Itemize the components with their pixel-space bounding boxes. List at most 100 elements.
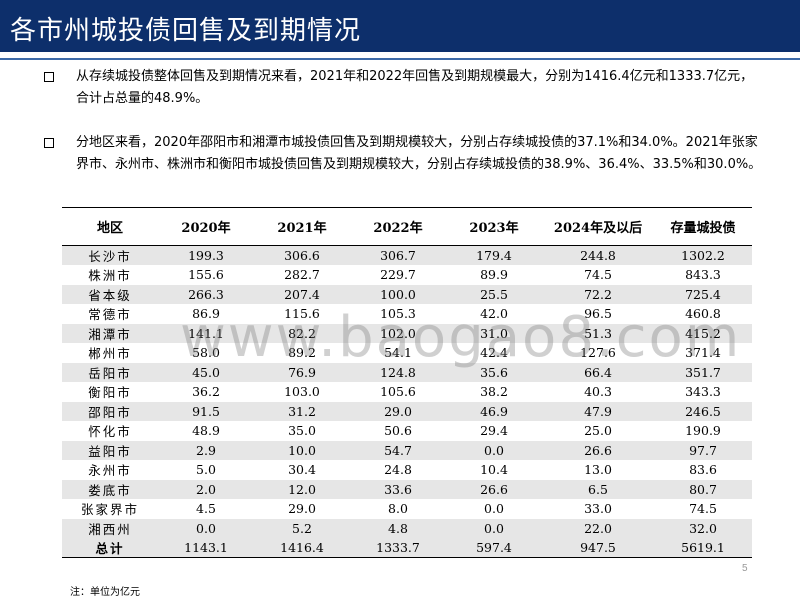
header-gap xyxy=(0,52,800,58)
table-cell-value: 0.0 xyxy=(446,518,542,538)
table-cell-value: 26.6 xyxy=(542,440,654,460)
table-row: 张家界市 4.5 29.0 8.0 0.0 33.0 74.5 xyxy=(62,499,752,519)
table-cell-value: 96.5 xyxy=(542,304,654,324)
table-cell-value: 1143.1 xyxy=(158,538,254,558)
table-cell-value: 47.9 xyxy=(542,401,654,421)
page-number: 5 xyxy=(742,563,748,574)
table-cell-value: 100.0 xyxy=(350,284,446,304)
table-cell-value: 50.6 xyxy=(350,421,446,441)
table-cell-value: 29.0 xyxy=(350,401,446,421)
square-bullet-icon xyxy=(44,72,54,82)
footnote: 注：单位为亿元 xyxy=(70,587,140,598)
bullet-text: 分地区来看，2020年邵阳市和湘潭市城投债回售及到期规模较大，分别占存续城投债的… xyxy=(76,135,762,172)
table-cell-value: 199.3 xyxy=(158,245,254,265)
table-cell-value: 351.7 xyxy=(654,362,752,382)
table-cell-value: 127.6 xyxy=(542,343,654,363)
table-cell-value: 40.3 xyxy=(542,382,654,402)
table-cell-value: 306.7 xyxy=(350,245,446,265)
table-cell-value: 102.0 xyxy=(350,323,446,343)
table-cell-region: 衡阳市 xyxy=(62,382,158,402)
table-cell-value: 82.2 xyxy=(254,323,350,343)
table-row: 娄底市 2.0 12.0 33.6 26.6 6.5 80.7 xyxy=(62,479,752,499)
table-row: 永州市 5.0 30.4 24.8 10.4 13.0 83.6 xyxy=(62,460,752,480)
table-cell-region: 岳阳市 xyxy=(62,362,158,382)
table-cell-value: 6.5 xyxy=(542,479,654,499)
table-cell-value: 42.0 xyxy=(446,304,542,324)
table-cell-value: 103.0 xyxy=(254,382,350,402)
table-cell-value: 31.0 xyxy=(446,323,542,343)
table-cell-value: 5619.1 xyxy=(654,538,752,558)
table-cell-value: 12.0 xyxy=(254,479,350,499)
table-cell-value: 97.7 xyxy=(654,440,752,460)
table-cell-value: 371.4 xyxy=(654,343,752,363)
table-cell-value: 89.2 xyxy=(254,343,350,363)
table-cell-value: 229.7 xyxy=(350,265,446,285)
table-cell-value: 1333.7 xyxy=(350,538,446,558)
table-row: 常德市 86.9 115.6 105.3 42.0 96.5 460.8 xyxy=(62,304,752,324)
table-cell-value: 83.6 xyxy=(654,460,752,480)
table-cell-value: 35.0 xyxy=(254,421,350,441)
table-cell-value: 35.6 xyxy=(446,362,542,382)
table-cell-region: 娄底市 xyxy=(62,479,158,499)
table-cell-value: 306.6 xyxy=(254,245,350,265)
table-cell-value: 2.0 xyxy=(158,479,254,499)
table-row: 岳阳市 45.0 76.9 124.8 35.6 66.4 351.7 xyxy=(62,362,752,382)
table-cell-value: 8.0 xyxy=(350,499,446,519)
table-cell-value: 42.4 xyxy=(446,343,542,363)
table-cell-value: 1302.2 xyxy=(654,245,752,265)
table-row: 省本级 266.3 207.4 100.0 25.5 72.2 725.4 xyxy=(62,284,752,304)
table-row: 怀化市 48.9 35.0 50.6 29.4 25.0 190.9 xyxy=(62,421,752,441)
table-cell-value: 45.0 xyxy=(158,362,254,382)
table-cell-value: 597.4 xyxy=(446,538,542,558)
table-cell-value: 4.8 xyxy=(350,518,446,538)
table-header-row: 地区 2020年 2021年 2022年 2023年 2024年及以后 存量城投… xyxy=(62,207,752,246)
col-header-2021: 2021年 xyxy=(254,207,350,246)
table-row: 长沙市 199.3 306.6 306.7 179.4 244.8 1302.2 xyxy=(62,245,752,265)
table-cell-value: 124.8 xyxy=(350,362,446,382)
bond-maturity-table: 地区 2020年 2021年 2022年 2023年 2024年及以后 存量城投… xyxy=(62,207,752,558)
table-cell-region: 常德市 xyxy=(62,304,158,324)
table-cell-region: 益阳市 xyxy=(62,440,158,460)
table-cell-value: 33.0 xyxy=(542,499,654,519)
table-cell-value: 115.6 xyxy=(254,304,350,324)
table-cell-value: 0.0 xyxy=(158,518,254,538)
table-cell-value: 89.9 xyxy=(446,265,542,285)
table-cell-value: 26.6 xyxy=(446,479,542,499)
col-header-2020: 2020年 xyxy=(158,207,254,246)
col-header-2022: 2022年 xyxy=(350,207,446,246)
table-cell-value: 72.2 xyxy=(542,284,654,304)
table-cell-region: 总计 xyxy=(62,538,158,558)
table-cell-value: 13.0 xyxy=(542,460,654,480)
col-header-2023: 2023年 xyxy=(446,207,542,246)
table-cell-value: 51.3 xyxy=(542,323,654,343)
table-cell-value: 32.0 xyxy=(654,518,752,538)
table-cell-value: 24.8 xyxy=(350,460,446,480)
table-cell-value: 22.0 xyxy=(542,518,654,538)
table-row: 郴州市 58.0 89.2 54.1 42.4 127.6 371.4 xyxy=(62,343,752,363)
table-cell-value: 86.9 xyxy=(158,304,254,324)
table-cell-value: 190.9 xyxy=(654,421,752,441)
table-cell-value: 0.0 xyxy=(446,499,542,519)
table-row: 湘西州 0.0 5.2 4.8 0.0 22.0 32.0 xyxy=(62,518,752,538)
table-cell-value: 38.2 xyxy=(446,382,542,402)
table-cell-value: 30.4 xyxy=(254,460,350,480)
table-cell-value: 5.2 xyxy=(254,518,350,538)
table-cell-value: 29.0 xyxy=(254,499,350,519)
table-cell-region: 永州市 xyxy=(62,460,158,480)
table-cell-value: 0.0 xyxy=(446,440,542,460)
table-cell-value: 36.2 xyxy=(158,382,254,402)
table-cell-value: 91.5 xyxy=(158,401,254,421)
table-cell-value: 266.3 xyxy=(158,284,254,304)
table-cell-value: 141.1 xyxy=(158,323,254,343)
table-cell-value: 33.6 xyxy=(350,479,446,499)
table-cell-region: 张家界市 xyxy=(62,499,158,519)
table-cell-value: 74.5 xyxy=(542,265,654,285)
table-cell-value: 29.4 xyxy=(446,421,542,441)
table-cell-value: 179.4 xyxy=(446,245,542,265)
table-cell-value: 66.4 xyxy=(542,362,654,382)
table-cell-value: 460.8 xyxy=(654,304,752,324)
table-cell-region: 省本级 xyxy=(62,284,158,304)
table-cell-value: 10.0 xyxy=(254,440,350,460)
table-cell-value: 105.3 xyxy=(350,304,446,324)
table-cell-value: 2.9 xyxy=(158,440,254,460)
